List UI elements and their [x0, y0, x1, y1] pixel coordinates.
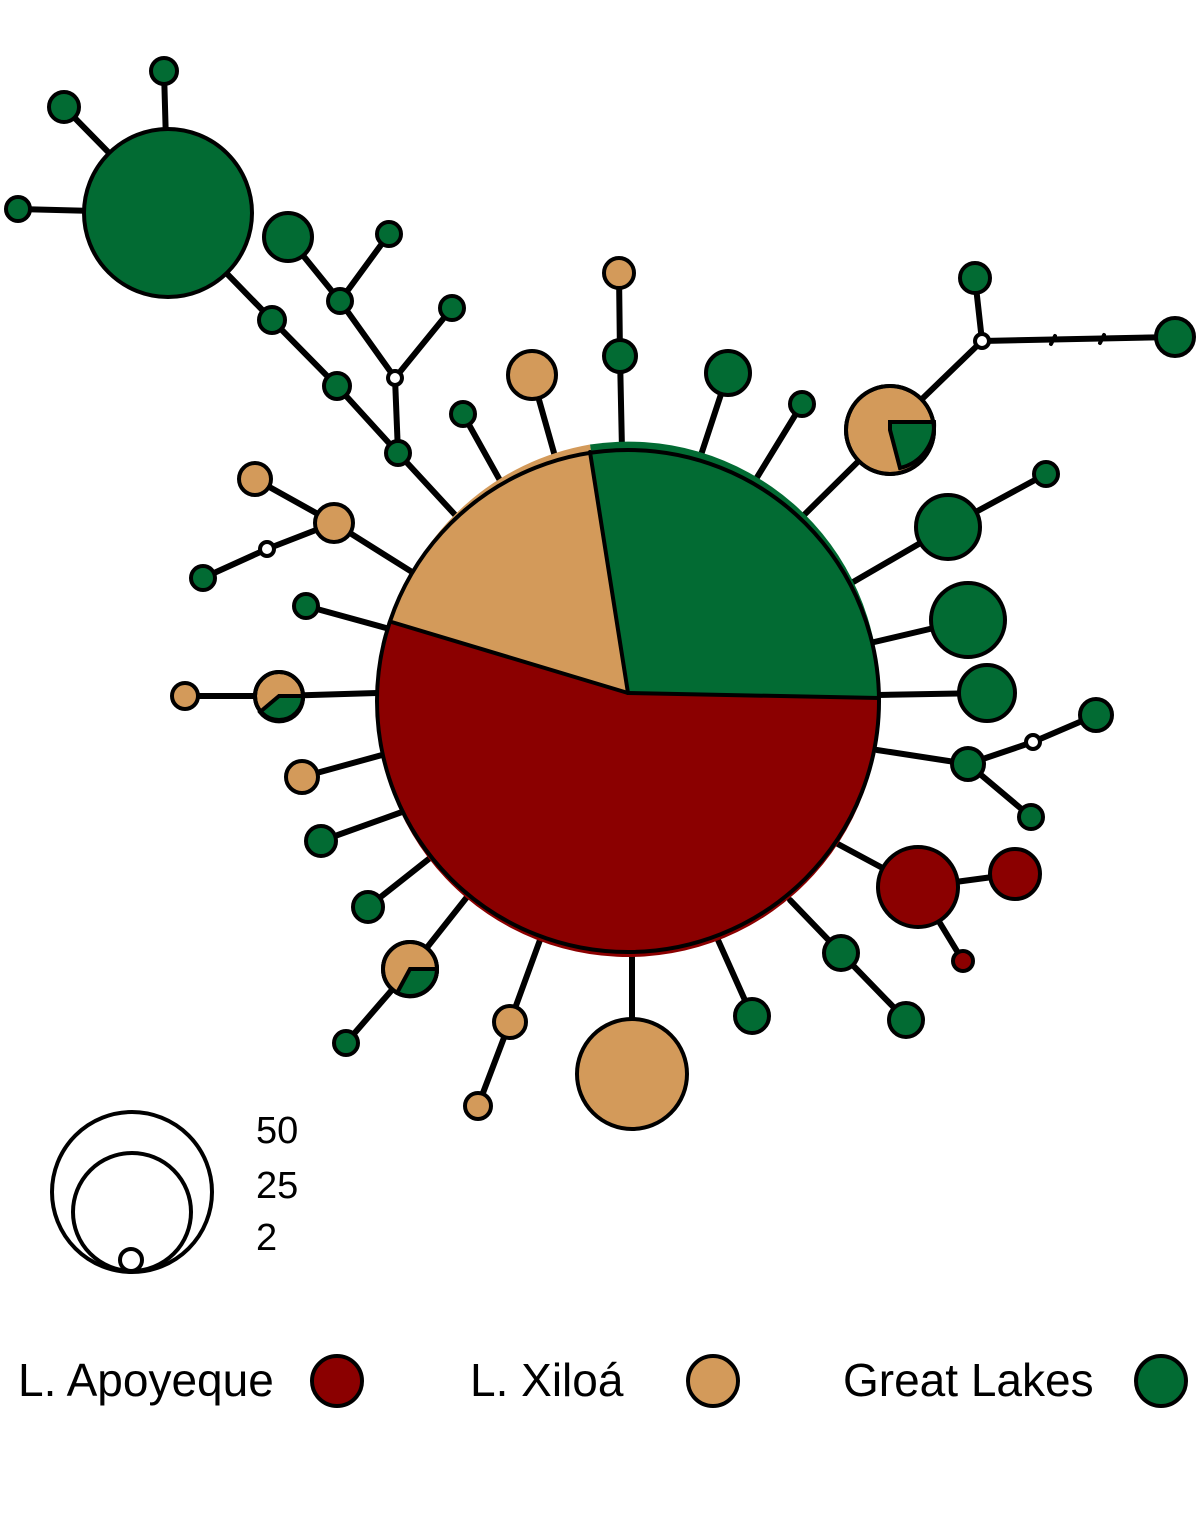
haplotype-node — [929, 581, 1007, 659]
haplotype-node — [958, 261, 992, 295]
mixed-node-sw — [381, 940, 440, 999]
haplotype-node — [322, 371, 352, 401]
haplotype-node — [822, 934, 860, 972]
haplotype-node — [237, 461, 273, 497]
haplotype-node — [375, 220, 403, 248]
haplotype-node — [284, 759, 320, 795]
haplotype-node — [326, 287, 354, 315]
haplotype-node — [1017, 803, 1045, 831]
haplotype-node — [304, 824, 338, 858]
haplotype-node — [704, 349, 752, 397]
haplotype-node — [575, 1017, 689, 1131]
apoyeque-nodes — [876, 845, 1042, 973]
haplotype-node — [463, 1091, 493, 1121]
haplotype-node — [506, 349, 558, 401]
haplotype-node — [189, 564, 217, 592]
haplotype-node — [887, 1001, 925, 1039]
haplotype-node — [384, 439, 412, 467]
legend-swatch-xiloa — [686, 1354, 740, 1408]
haplotype-node — [1078, 697, 1114, 733]
scale-label-2: 2 — [256, 1217, 277, 1259]
haplotype-node — [914, 493, 982, 561]
haplotype-node — [313, 502, 355, 544]
xiloa-nodes — [170, 256, 689, 1131]
haplotype-node — [788, 390, 816, 418]
haplotype-node — [82, 127, 254, 299]
central-haplotype-node — [375, 441, 881, 957]
legend-swatch-apoyeque — [310, 1354, 364, 1408]
mixed-node-ne — [844, 384, 937, 476]
mixed-node-w — [253, 670, 306, 724]
haplotype-node — [951, 949, 975, 973]
haplotype-node — [149, 56, 179, 86]
scale-label-25: 25 — [256, 1165, 298, 1207]
legend-swatch-great-lakes — [1134, 1354, 1188, 1408]
haplotype-node — [438, 294, 466, 322]
haplotype-node — [262, 211, 314, 263]
haplotype-node — [292, 592, 320, 620]
central-pie-slice-great-lakes — [590, 441, 880, 698]
scale-circle-small — [118, 1247, 144, 1273]
scale-label-50: 50 — [256, 1110, 298, 1152]
central-pie-slice-apoyeque — [377, 622, 880, 957]
haplotype-node — [957, 663, 1017, 723]
haplotype-node — [170, 681, 200, 711]
median-vectors — [258, 332, 1042, 751]
haplotype-node — [602, 338, 638, 374]
haplotype-node — [1032, 460, 1060, 488]
haplotype-node — [1154, 316, 1196, 358]
haplotype-node — [876, 845, 960, 929]
haplotype-node — [602, 256, 636, 290]
haplotype-node — [47, 90, 81, 124]
legend-label-xiloa: L. Xiloá — [470, 1354, 624, 1406]
mutation-ticks — [1049, 333, 1106, 346]
haplotype-node — [351, 890, 385, 924]
haplotype-node — [257, 305, 287, 335]
legend-label-apoyeque: L. Apoyeque — [18, 1354, 274, 1406]
haplotype-node — [4, 195, 32, 223]
great-lakes-nodes — [4, 56, 1196, 1057]
haplotype-node — [492, 1004, 528, 1040]
legend-label-great-lakes: Great Lakes — [843, 1354, 1094, 1406]
haplotype-node — [332, 1029, 360, 1057]
legend: L. Apoyeque L. Xiloá Great Lakes — [18, 1354, 1188, 1408]
haplotype-node — [950, 746, 986, 782]
haplotype-node — [988, 847, 1042, 901]
haplotype-node — [449, 400, 477, 428]
central-pie-slice-xiloa — [391, 444, 628, 693]
size-scale: 50 25 2 — [50, 1110, 298, 1274]
haplotype-node — [733, 997, 771, 1035]
